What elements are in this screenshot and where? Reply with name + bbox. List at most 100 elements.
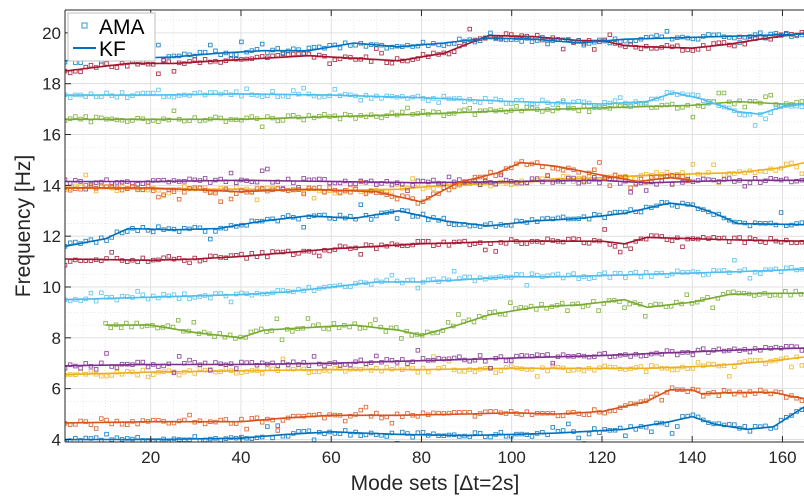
ama-marker bbox=[550, 425, 556, 430]
ama-marker bbox=[83, 172, 89, 178]
ama-marker bbox=[483, 108, 488, 113]
ama-marker bbox=[425, 98, 431, 103]
ama-marker bbox=[405, 105, 410, 111]
ama-marker bbox=[399, 336, 404, 341]
ama-marker bbox=[576, 180, 581, 186]
kf-line bbox=[65, 406, 804, 441]
ama-marker bbox=[161, 192, 166, 197]
series-4 bbox=[65, 343, 804, 376]
ama-marker bbox=[467, 26, 472, 32]
ama-marker bbox=[358, 407, 364, 413]
ama-marker bbox=[695, 178, 701, 183]
ama-marker bbox=[706, 170, 711, 175]
legend-marker-ama bbox=[81, 22, 88, 29]
legend: AMA KF bbox=[67, 12, 156, 62]
ama-marker bbox=[156, 71, 161, 77]
ama-marker bbox=[182, 190, 187, 195]
series-7 bbox=[65, 227, 804, 268]
ama-marker bbox=[721, 387, 727, 393]
ama-marker bbox=[348, 433, 353, 438]
ama-marker bbox=[477, 108, 483, 114]
ama-marker bbox=[545, 352, 550, 357]
kf-line bbox=[65, 100, 804, 121]
ama-marker bbox=[752, 123, 758, 128]
ama-marker bbox=[726, 374, 732, 379]
ama-marker bbox=[239, 117, 244, 123]
ama-marker bbox=[628, 190, 633, 195]
ama-marker bbox=[332, 87, 338, 92]
ama-marker bbox=[695, 360, 701, 365]
ama-marker bbox=[83, 114, 89, 119]
ama-marker bbox=[514, 104, 519, 109]
ama-marker bbox=[99, 416, 104, 421]
ama-marker bbox=[301, 176, 306, 181]
ama-marker bbox=[135, 182, 140, 187]
ama-marker bbox=[291, 366, 296, 372]
ama-marker bbox=[643, 172, 649, 177]
ama-marker bbox=[794, 178, 799, 184]
ama-marker bbox=[477, 353, 483, 358]
ama-marker bbox=[643, 369, 649, 374]
ama-marker bbox=[612, 244, 618, 249]
x-axis-label: Mode sets [Δt=2s] bbox=[351, 472, 520, 495]
ama-marker bbox=[592, 238, 597, 243]
ama-marker bbox=[565, 308, 570, 313]
ama-marker bbox=[182, 184, 187, 189]
ama-marker bbox=[669, 172, 675, 178]
ama-marker bbox=[187, 93, 192, 98]
ama-marker bbox=[171, 370, 177, 376]
ama-marker bbox=[669, 238, 675, 244]
ama-marker bbox=[675, 367, 680, 373]
ama-marker bbox=[265, 166, 270, 172]
ama-marker bbox=[311, 186, 317, 191]
ama-marker bbox=[659, 102, 664, 108]
ama-marker bbox=[555, 271, 561, 277]
kf-line bbox=[65, 161, 693, 203]
ama-marker bbox=[534, 352, 540, 357]
ama-marker bbox=[379, 415, 384, 421]
legend-box bbox=[67, 12, 156, 62]
ama-marker bbox=[592, 175, 597, 180]
ama-marker bbox=[301, 366, 306, 372]
ama-marker bbox=[684, 292, 690, 297]
ama-marker bbox=[415, 285, 421, 291]
ama-marker bbox=[742, 183, 748, 189]
ama-marker bbox=[358, 97, 364, 103]
ama-marker bbox=[586, 276, 592, 281]
ama-marker bbox=[669, 367, 675, 373]
ama-marker bbox=[332, 190, 338, 196]
ama-marker bbox=[794, 164, 799, 170]
ama-marker bbox=[649, 174, 654, 180]
series-2 bbox=[65, 385, 804, 433]
ama-marker bbox=[752, 32, 758, 37]
ama-marker bbox=[197, 49, 203, 55]
ama-marker bbox=[415, 239, 421, 244]
ama-marker bbox=[628, 246, 633, 251]
legend-label-ama: AMA bbox=[99, 16, 145, 39]
ama-marker bbox=[566, 421, 571, 427]
ama-marker bbox=[726, 389, 732, 394]
y-tick-label: 14 bbox=[42, 176, 61, 195]
ama-marker bbox=[213, 229, 218, 234]
ama-marker bbox=[747, 275, 753, 281]
ama-marker bbox=[187, 412, 192, 418]
ama-marker bbox=[509, 363, 514, 368]
y-tick-label: 18 bbox=[42, 75, 61, 94]
ama-marker bbox=[472, 430, 478, 435]
ama-marker bbox=[457, 354, 462, 359]
ama-marker bbox=[218, 199, 223, 204]
ama-marker bbox=[265, 424, 270, 429]
ama-marker bbox=[581, 175, 587, 181]
ama-marker bbox=[550, 360, 556, 366]
ama-marker bbox=[233, 366, 239, 371]
ama-marker bbox=[758, 271, 763, 276]
ama-marker bbox=[285, 213, 291, 218]
ama-marker bbox=[254, 197, 260, 203]
kf-line bbox=[65, 179, 804, 184]
ama-marker bbox=[690, 162, 696, 167]
ama-marker bbox=[244, 369, 249, 374]
kf-line bbox=[65, 33, 804, 62]
ama-marker bbox=[275, 118, 281, 124]
ama-marker bbox=[602, 427, 607, 432]
x-tick-label: 80 bbox=[412, 448, 431, 467]
